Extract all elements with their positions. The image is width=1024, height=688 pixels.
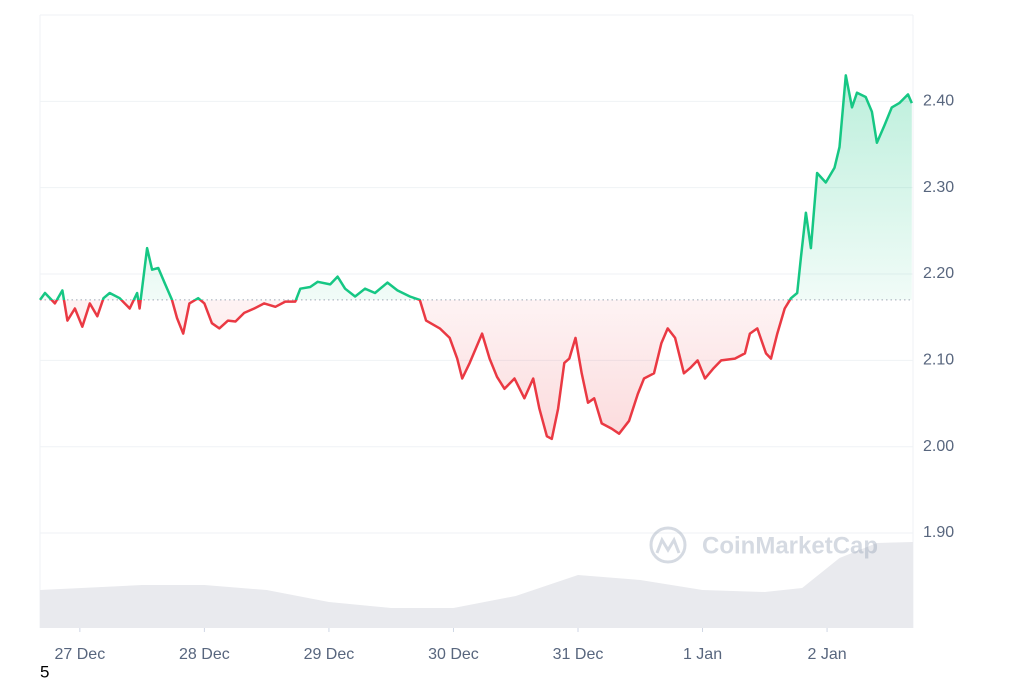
price-line (38, 74, 913, 441)
x-tick-label: 30 Dec (428, 646, 479, 663)
watermark: CoinMarketCap (649, 526, 878, 564)
watermark-text: CoinMarketCap (702, 532, 878, 559)
y-tick-label: 2.10 (923, 352, 954, 369)
y-tick-label: 2.00 (923, 438, 954, 455)
x-tick-label: 27 Dec (55, 646, 106, 663)
y-tick-label: 2.40 (923, 93, 954, 110)
watermark-logo (649, 526, 687, 564)
x-tick-label: 2 Jan (807, 646, 846, 663)
y-tick-label: 2.20 (923, 265, 954, 282)
y-tick-label: 1.90 (923, 524, 954, 541)
footnote: 5 (40, 662, 49, 681)
x-tick-label: 28 Dec (179, 646, 230, 663)
x-tick-label: 29 Dec (304, 646, 355, 663)
watermark-logo (655, 536, 681, 554)
y-tick-label: 2.30 (923, 179, 954, 196)
volume-area (40, 542, 913, 628)
price-area (40, 75, 912, 439)
x-tick-label: 1 Jan (683, 646, 722, 663)
x-tick-label: 31 Dec (553, 646, 604, 663)
